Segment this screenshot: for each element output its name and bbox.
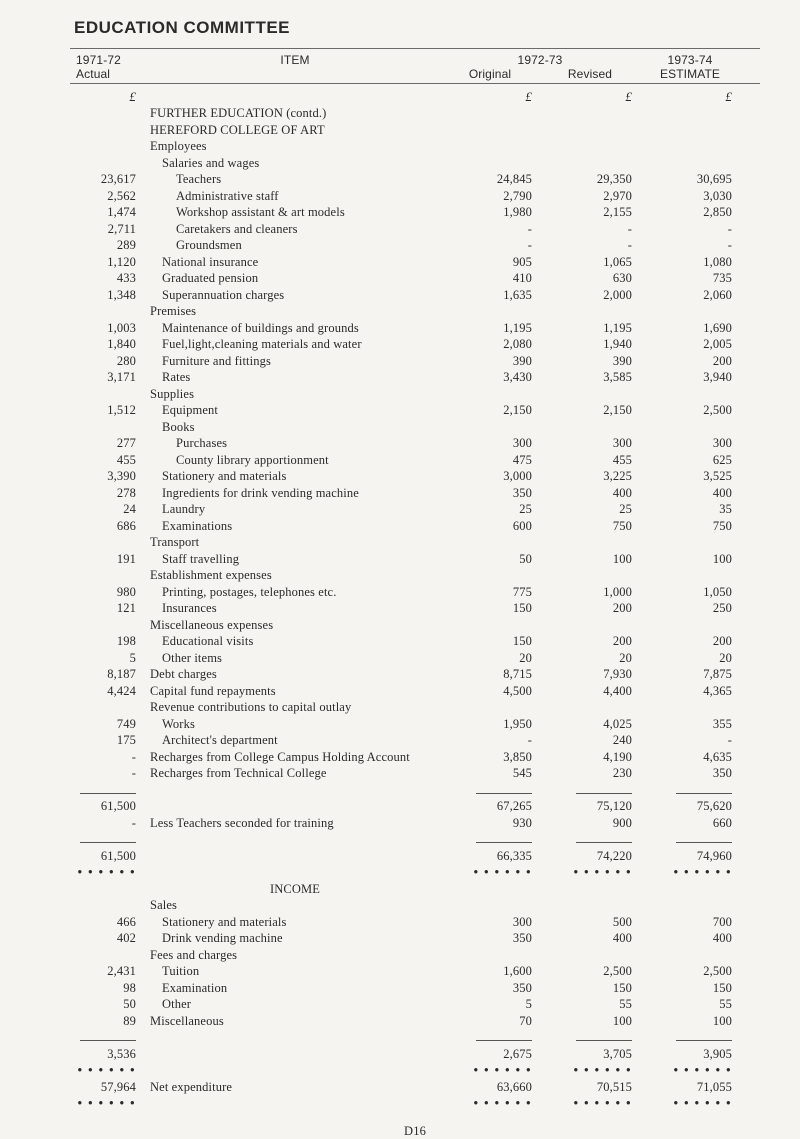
row-other: 50Other55555 bbox=[70, 996, 760, 1013]
row-recharge2: -Recharges from Technical College5452303… bbox=[70, 765, 760, 782]
dots-3: • • • • • •• • • • • •• • • • • •• • • •… bbox=[70, 1095, 760, 1112]
hdr-7172: 1971-72 bbox=[70, 53, 150, 67]
underline-1 bbox=[70, 782, 760, 799]
row-subtotal3: 3,5362,6753,7053,905 bbox=[70, 1046, 760, 1063]
row-natins: 1,120National insurance9051,0651,080 bbox=[70, 254, 760, 271]
row-debt: 8,187Debt charges8,7157,9307,875 bbox=[70, 666, 760, 683]
underline-3 bbox=[70, 1029, 760, 1046]
section-fees: Fees and charges bbox=[70, 947, 760, 964]
row-printing: 980Printing, postages, telephones etc.77… bbox=[70, 584, 760, 601]
supplies-label: Supplies bbox=[150, 386, 440, 403]
header-row-2: Actual Original Revised ESTIMATE bbox=[70, 67, 760, 81]
row-netexp: 57,964Net expenditure63,66070,51571,055 bbox=[70, 1079, 760, 1096]
row-capital: 4,424Capital fund repayments4,5004,4004,… bbox=[70, 683, 760, 700]
row-subtotal2: 61,50066,33574,22074,960 bbox=[70, 848, 760, 865]
hdr-estimate: ESTIMATE bbox=[640, 67, 740, 81]
section-employees: Employees bbox=[70, 138, 760, 155]
row-equipment: 1,512Equipment2,1502,1502,500 bbox=[70, 402, 760, 419]
row-recharge1: -Recharges from College Campus Holding A… bbox=[70, 749, 760, 766]
row-gradpen: 433Graduated pension410630735 bbox=[70, 270, 760, 287]
section-hereford: HEREFORD COLLEGE OF ART bbox=[70, 122, 760, 139]
rule-hdr bbox=[70, 83, 760, 84]
estab-label: Establishment expenses bbox=[150, 567, 440, 584]
page-title: EDUCATION COMMITTEE bbox=[70, 18, 760, 38]
row-teachers: 23,617Teachers24,84529,35030,695 bbox=[70, 171, 760, 188]
row-architect: 175Architect's department-240- bbox=[70, 732, 760, 749]
dots-2: • • • • • •• • • • • •• • • • • •• • • •… bbox=[70, 1062, 760, 1079]
row-laundry: 24Laundry252535 bbox=[70, 501, 760, 518]
row-eduvisits: 198Educational visits150200200 bbox=[70, 633, 760, 650]
row-subtotal1: 61,50067,26575,12075,620 bbox=[70, 798, 760, 815]
section-salaries: Salaries and wages bbox=[70, 155, 760, 172]
hdr-revised: Revised bbox=[540, 67, 640, 81]
section-books: Books bbox=[70, 419, 760, 436]
hereford-label: HEREFORD COLLEGE OF ART bbox=[150, 122, 440, 139]
section-premises: Premises bbox=[70, 303, 760, 320]
row-works: 749Works1,9504,025355 bbox=[70, 716, 760, 733]
section-further: FURTHER EDUCATION (contd.) bbox=[70, 105, 760, 122]
dots-1: • • • • • •• • • • • •• • • • • •• • • •… bbox=[70, 864, 760, 881]
hdr-7374: 1973-74 bbox=[640, 53, 740, 67]
row-examination: 98Examination350150150 bbox=[70, 980, 760, 997]
row-rates: 3,171Rates3,4303,5853,940 bbox=[70, 369, 760, 386]
further-label: FURTHER EDUCATION (contd.) bbox=[150, 105, 440, 122]
row-county: 455County library apportionment475455625 bbox=[70, 452, 760, 469]
pound-1: £ bbox=[70, 88, 150, 105]
row-purchases: 277Purchases300300300 bbox=[70, 435, 760, 452]
row-exams: 686Examinations600750750 bbox=[70, 518, 760, 535]
row-otheritems: 5Other items202020 bbox=[70, 650, 760, 667]
pound-row: £ £ £ £ bbox=[70, 88, 760, 105]
hdr-actual: Actual bbox=[70, 67, 150, 81]
rule-top bbox=[70, 48, 760, 49]
section-estab: Establishment expenses bbox=[70, 567, 760, 584]
hdr-7273: 1972-73 bbox=[440, 53, 640, 67]
section-transport: Transport bbox=[70, 534, 760, 551]
underline-2 bbox=[70, 831, 760, 848]
row-maint: 1,003Maintenance of buildings and ground… bbox=[70, 320, 760, 337]
employees-label: Employees bbox=[150, 138, 440, 155]
row-furniture: 280Furniture and fittings390390200 bbox=[70, 353, 760, 370]
header-row-1: 1971-72 ITEM 1972-73 1973-74 bbox=[70, 53, 760, 67]
row-caretakers: 2,711Caretakers and cleaners--- bbox=[70, 221, 760, 238]
row-stationery: 3,390Stationery and materials3,0003,2253… bbox=[70, 468, 760, 485]
row-ingredients: 278Ingredients for drink vending machine… bbox=[70, 485, 760, 502]
row-superann: 1,348Superannuation charges1,6352,0002,0… bbox=[70, 287, 760, 304]
salaries-label: Salaries and wages bbox=[150, 155, 440, 172]
books-label: Books bbox=[150, 419, 440, 436]
section-income: INCOME bbox=[70, 881, 760, 898]
transport-label: Transport bbox=[150, 534, 440, 551]
fees-label: Fees and charges bbox=[150, 947, 440, 964]
row-staff: 191Staff travelling50100100 bbox=[70, 551, 760, 568]
section-revenue: Revenue contributions to capital outlay bbox=[70, 699, 760, 716]
hdr-original: Original bbox=[440, 67, 540, 81]
income-label: INCOME bbox=[150, 881, 440, 898]
pound-5: £ bbox=[640, 88, 740, 105]
section-sales: Sales bbox=[70, 897, 760, 914]
misc-label: Miscellaneous expenses bbox=[150, 617, 440, 634]
row-stationery2: 466Stationery and materials300500700 bbox=[70, 914, 760, 931]
hdr-item: ITEM bbox=[150, 53, 440, 67]
pound-4: £ bbox=[540, 88, 640, 105]
pound-3: £ bbox=[440, 88, 540, 105]
section-supplies: Supplies bbox=[70, 386, 760, 403]
page-number: D16 bbox=[70, 1124, 760, 1139]
row-workshop: 1,474Workshop assistant & art models1,98… bbox=[70, 204, 760, 221]
row-tuition: 2,431Tuition1,6002,5002,500 bbox=[70, 963, 760, 980]
row-insurances: 121Insurances150200250 bbox=[70, 600, 760, 617]
premises-label: Premises bbox=[150, 303, 440, 320]
row-groundsmen: 289Groundsmen--- bbox=[70, 237, 760, 254]
row-lessteach: -Less Teachers seconded for training9309… bbox=[70, 815, 760, 832]
section-misc: Miscellaneous expenses bbox=[70, 617, 760, 634]
row-fuel: 1,840Fuel,light,cleaning materials and w… bbox=[70, 336, 760, 353]
row-admin: 2,562Administrative staff2,7902,9703,030 bbox=[70, 188, 760, 205]
row-misc2: 89Miscellaneous70100100 bbox=[70, 1013, 760, 1030]
sales-label: Sales bbox=[150, 897, 440, 914]
row-drink: 402Drink vending machine350400400 bbox=[70, 930, 760, 947]
revenue-label: Revenue contributions to capital outlay bbox=[150, 699, 440, 716]
